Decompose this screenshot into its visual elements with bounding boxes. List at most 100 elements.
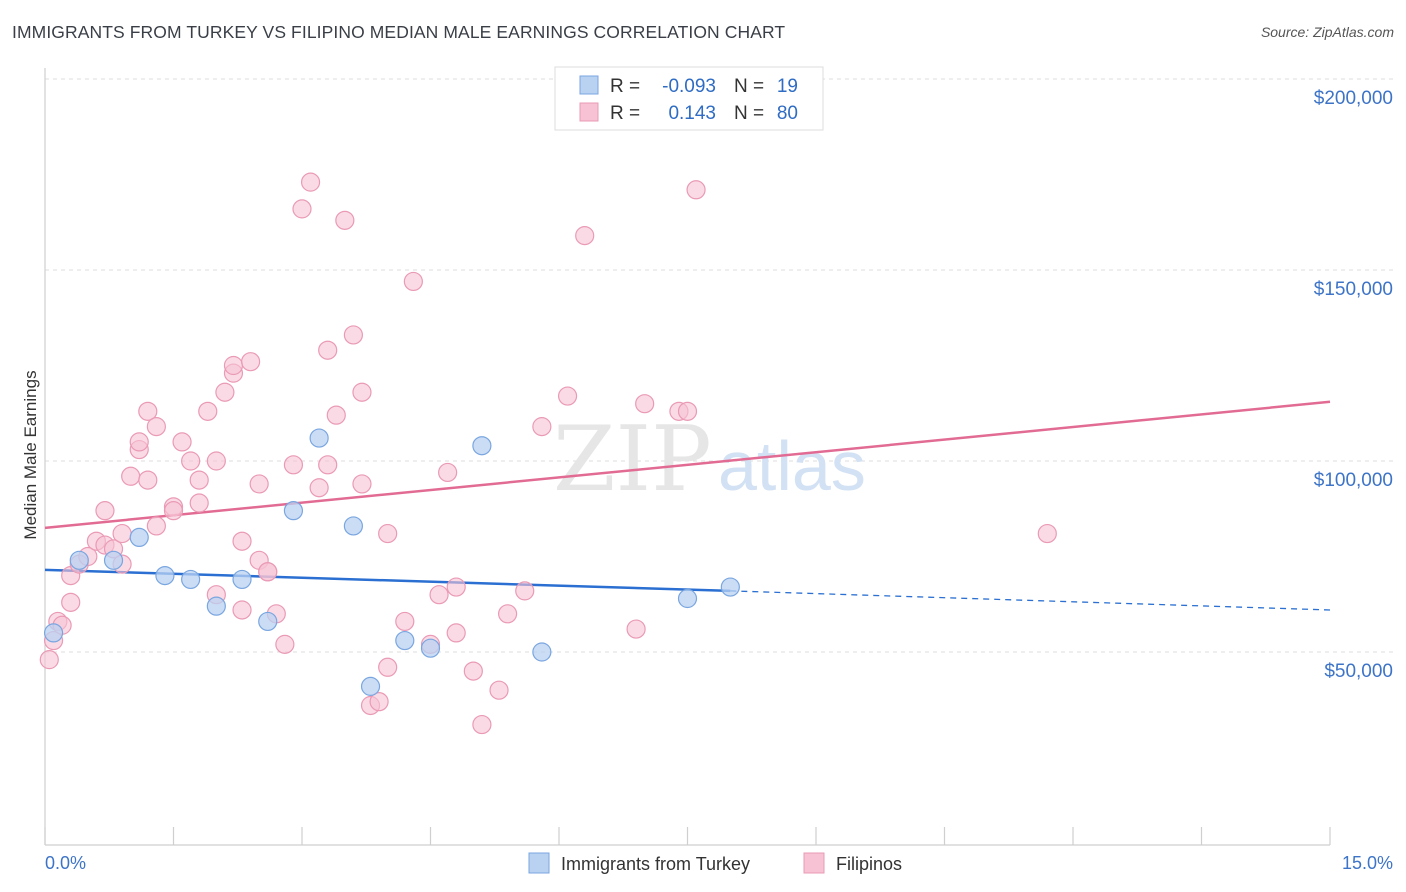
point-filipino-22 [163, 501, 184, 521]
axes [44, 68, 1331, 846]
point-filipino-25 [189, 470, 209, 490]
legend-label-filipinos: Filipinos [836, 854, 902, 874]
point-filipino-23 [172, 432, 192, 452]
point-turkey-3 [129, 527, 149, 548]
legend-r-label-turkey: R = [610, 76, 640, 97]
point-filipino-19 [146, 516, 166, 536]
y-tick-label-2: $150,000 [1314, 279, 1393, 300]
legend-swatch-filipino [579, 102, 599, 122]
point-filipino-57 [395, 611, 415, 632]
legend-n-label-filipino: N = [734, 103, 764, 124]
point-turkey-8 [258, 611, 278, 632]
point-turkey-11 [343, 516, 363, 536]
point-turkey-12 [360, 676, 381, 696]
trend-line-turkey [44, 568, 731, 593]
point-filipino-26 [189, 493, 209, 513]
point-filipino-55 [378, 657, 398, 677]
legend-series: Immigrants from Turkey Filipinos [528, 852, 902, 874]
point-filipino-27 [198, 401, 218, 421]
point-filipino-45 [309, 478, 329, 498]
point-filipino-66 [489, 680, 509, 700]
point-filipino-17 [138, 470, 158, 490]
y-axis-label: Median Male Earnings [21, 370, 40, 539]
point-filipino-48 [326, 405, 346, 425]
legend-n-value-turkey: 19 [777, 76, 798, 97]
data-points [39, 172, 1057, 735]
point-turkey-4 [155, 565, 175, 586]
point-filipino-42 [283, 455, 304, 475]
point-filipino-18 [138, 401, 158, 421]
point-filipino-52 [352, 474, 372, 494]
point-filipino-46 [318, 340, 338, 360]
point-filipino-32 [223, 355, 244, 376]
point-turkey-2 [103, 550, 124, 570]
legend-r-label-filipino: R = [610, 103, 640, 124]
point-filipino-34 [232, 531, 252, 551]
point-filipino-60 [429, 585, 449, 605]
point-filipino-63 [446, 577, 466, 597]
point-filipino-37 [249, 474, 269, 494]
point-filipino-44 [300, 172, 321, 192]
point-filipino-51 [352, 382, 372, 402]
legend-correlation: R = -0.093 N = 19 R = 0.143 N = 80 [554, 66, 824, 131]
legend-n-value-filipino: 80 [777, 103, 798, 124]
point-filipino-43 [292, 199, 312, 219]
chart-source: Source: ZipAtlas.com [1260, 24, 1394, 40]
point-filipino-62 [446, 623, 466, 643]
point-filipino-14 [121, 466, 141, 486]
point-filipino-61 [438, 462, 458, 483]
x-tick-label-end: 15.0% [1342, 853, 1393, 873]
point-filipino-47 [318, 455, 338, 475]
point-filipino-24 [181, 451, 201, 471]
trend-line-filipino [44, 400, 1331, 530]
point-turkey-17 [677, 588, 698, 609]
point-filipino-73 [635, 394, 655, 414]
point-turkey-7 [232, 569, 252, 590]
legend-swatch-immigrants-from-turkey [528, 852, 550, 874]
point-filipino-70 [557, 386, 578, 406]
point-turkey-5 [181, 569, 201, 590]
point-filipino-77 [1037, 523, 1057, 544]
point-filipino-28 [206, 451, 226, 471]
legend-n-label-turkey: N = [734, 76, 764, 97]
chart-title: IMMIGRANTS FROM TURKEY VS FILIPINO MEDIA… [12, 22, 786, 42]
point-turkey-16 [532, 642, 552, 662]
point-filipino-56 [378, 523, 398, 544]
legend-label-immigrants-from-turkey: Immigrants from Turkey [561, 854, 750, 874]
watermark-atlas: atlas [718, 427, 866, 505]
point-turkey-9 [283, 501, 304, 521]
point-filipino-67 [498, 604, 518, 624]
point-filipino-58 [403, 271, 423, 292]
point-filipino-20 [146, 417, 166, 437]
legend-swatch-turkey [579, 75, 599, 95]
point-filipino-64 [463, 661, 483, 681]
point-filipino-13 [112, 523, 132, 544]
legend-r-value-filipino: 0.143 [668, 103, 716, 124]
point-turkey-1 [69, 550, 89, 570]
point-turkey-15 [472, 436, 492, 456]
point-filipino-16 [129, 432, 149, 452]
watermark-zip: ZIP [553, 407, 712, 512]
point-filipino-76 [686, 180, 706, 200]
y-tick-label-0: $50,000 [1324, 661, 1393, 682]
point-filipino-49 [335, 210, 355, 230]
point-filipino-72 [626, 619, 646, 639]
point-filipino-0 [39, 650, 59, 670]
x-tick-labels: 0.0% 15.0% [45, 853, 1393, 873]
legend-swatch-filipinos [803, 852, 825, 874]
point-filipino-4 [61, 592, 81, 612]
point-filipino-50 [343, 325, 363, 345]
point-turkey-10 [309, 428, 329, 448]
point-filipino-75 [677, 401, 698, 421]
point-filipino-30 [215, 382, 235, 402]
point-filipino-69 [532, 417, 552, 437]
point-filipino-54 [369, 692, 389, 712]
point-turkey-14 [420, 638, 441, 658]
point-turkey-0 [43, 623, 64, 643]
x-tick-label-start: 0.0% [45, 853, 86, 873]
point-filipino-65 [472, 714, 492, 735]
point-filipino-41 [275, 634, 295, 654]
point-turkey-13 [395, 630, 415, 651]
point-turkey-6 [206, 596, 226, 616]
point-filipino-10 [95, 501, 115, 521]
